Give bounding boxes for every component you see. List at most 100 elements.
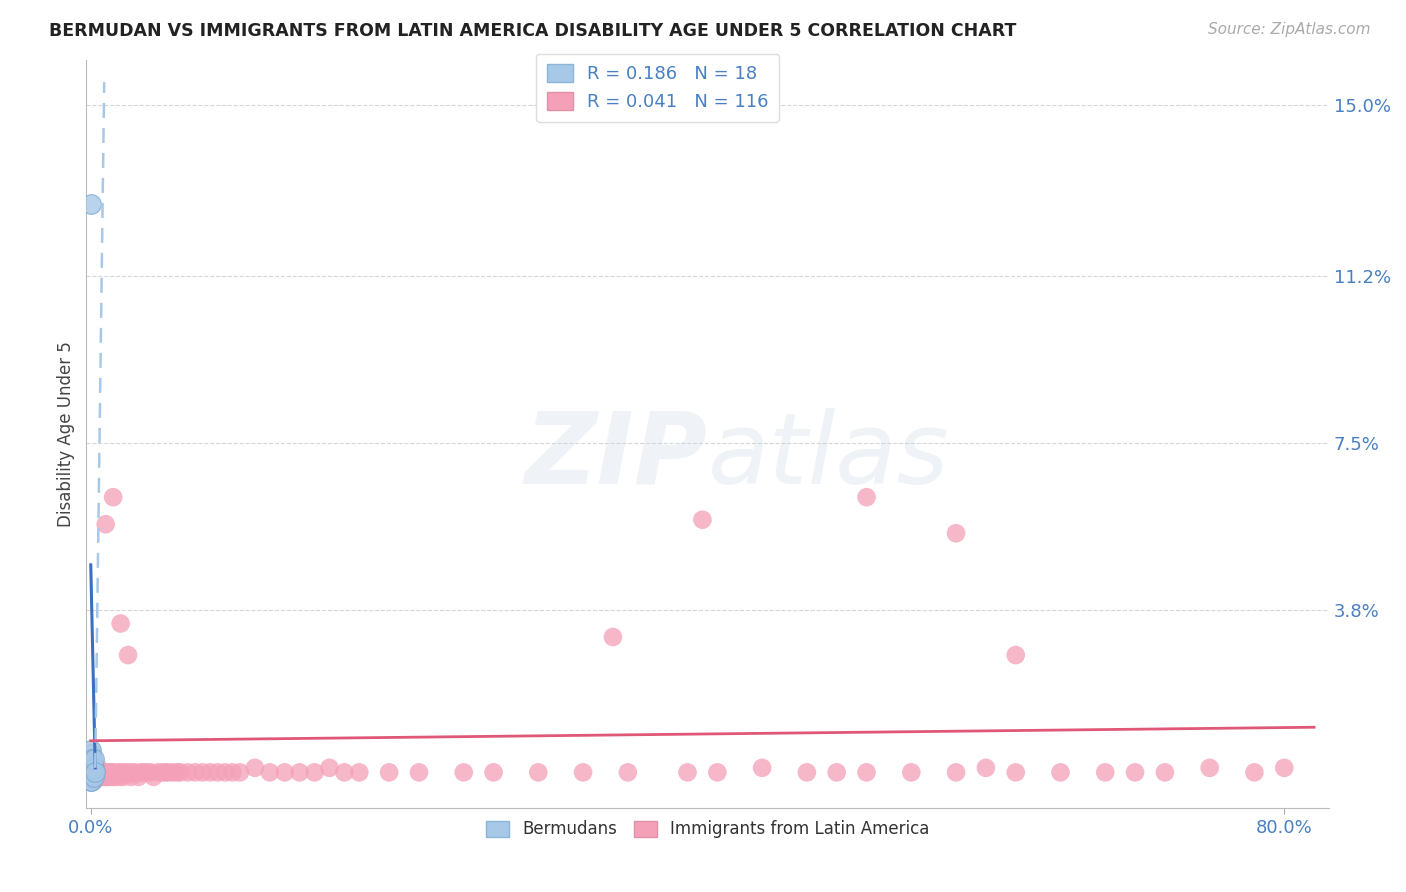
Point: [83, 765, 105, 780]
Point: [80, 761, 103, 775]
Point: [80, 774, 103, 789]
Point: [80, 756, 103, 771]
Point: [117, 765, 139, 780]
Point: [221, 765, 243, 780]
Point: [80, 774, 103, 789]
Point: [98, 770, 121, 784]
Point: [378, 765, 401, 780]
Point: [80, 752, 103, 766]
Point: [333, 765, 356, 780]
Point: [80, 770, 103, 784]
Point: [80, 770, 103, 784]
Point: [166, 765, 188, 780]
Point: [80, 774, 103, 789]
Point: [1123, 765, 1146, 780]
Point: [96, 770, 118, 784]
Point: [82, 774, 104, 789]
Point: [86, 761, 108, 775]
Point: [273, 765, 295, 780]
Point: [139, 765, 162, 780]
Point: [945, 526, 967, 541]
Point: [80, 747, 103, 762]
Point: [117, 648, 139, 662]
Point: [91, 765, 114, 780]
Point: [453, 765, 475, 780]
Point: [82, 761, 104, 775]
Point: [80, 765, 103, 780]
Point: [676, 765, 699, 780]
Point: [84, 765, 107, 780]
Point: [150, 765, 173, 780]
Point: [80, 761, 103, 775]
Point: [900, 765, 922, 780]
Point: [304, 765, 326, 780]
Point: [82, 752, 104, 766]
Point: [86, 765, 108, 780]
Point: [90, 770, 112, 784]
Legend: Bermudans, Immigrants from Latin America: Bermudans, Immigrants from Latin America: [479, 814, 936, 845]
Point: [82, 765, 104, 780]
Point: [80, 743, 103, 757]
Point: [84, 765, 107, 780]
Point: [155, 765, 177, 780]
Point: [87, 765, 110, 780]
Point: [243, 761, 266, 775]
Point: [617, 765, 640, 780]
Point: [80, 756, 103, 771]
Point: [80, 765, 103, 780]
Point: [82, 765, 104, 780]
Point: [1154, 765, 1177, 780]
Point: [131, 765, 153, 780]
Point: [94, 765, 117, 780]
Point: [157, 765, 180, 780]
Point: [83, 770, 105, 784]
Point: [527, 765, 550, 780]
Point: [84, 770, 107, 784]
Point: [602, 630, 624, 644]
Point: [110, 765, 132, 780]
Point: [80, 774, 103, 789]
Point: [1004, 648, 1026, 662]
Point: [80, 770, 103, 784]
Point: [184, 765, 207, 780]
Point: [80, 197, 103, 211]
Point: [120, 770, 142, 784]
Point: [82, 761, 104, 775]
Point: [112, 770, 135, 784]
Point: [94, 517, 117, 532]
Point: [1198, 761, 1220, 775]
Point: [191, 765, 214, 780]
Point: [107, 765, 129, 780]
Point: [87, 770, 110, 784]
Point: [1049, 765, 1071, 780]
Point: [101, 770, 124, 784]
Text: ZIP: ZIP: [524, 408, 707, 505]
Point: [1004, 765, 1026, 780]
Point: [259, 765, 281, 780]
Point: [1243, 765, 1265, 780]
Point: [89, 765, 111, 780]
Point: [100, 765, 122, 780]
Point: [83, 774, 105, 789]
Point: [101, 490, 124, 504]
Point: [751, 761, 773, 775]
Text: Source: ZipAtlas.com: Source: ZipAtlas.com: [1208, 22, 1371, 37]
Point: [104, 770, 127, 784]
Point: [121, 765, 143, 780]
Point: [80, 765, 103, 780]
Point: [855, 765, 877, 780]
Point: [114, 765, 136, 780]
Point: [83, 761, 105, 775]
Point: [177, 765, 200, 780]
Point: [825, 765, 848, 780]
Point: [128, 770, 150, 784]
Point: [82, 756, 104, 771]
Point: [214, 765, 236, 780]
Point: [229, 765, 252, 780]
Point: [855, 490, 877, 504]
Point: [162, 765, 184, 780]
Point: [974, 761, 997, 775]
Point: [288, 765, 311, 780]
Point: [1094, 765, 1116, 780]
Point: [86, 770, 108, 784]
